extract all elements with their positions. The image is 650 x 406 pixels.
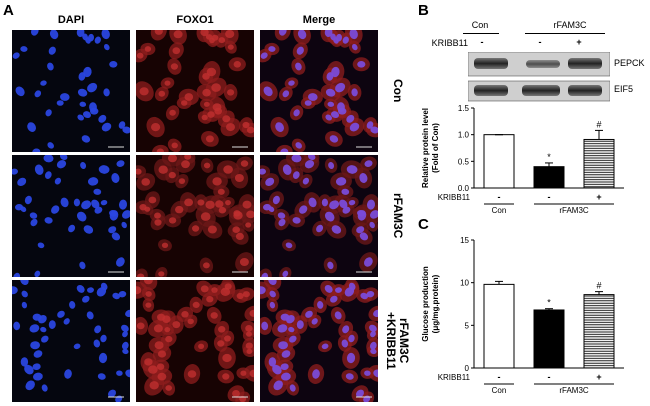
kribb11-mark: - xyxy=(548,372,551,382)
blot-group-con: Con xyxy=(471,20,489,30)
bar xyxy=(483,283,515,369)
group-label-rfam3c: rFAM3C xyxy=(559,206,589,215)
kribb11-mark: + xyxy=(596,372,601,382)
y-tick-label: 5 xyxy=(465,321,470,330)
kribb11-mark: - xyxy=(548,192,551,202)
micro-panel-dapi-con xyxy=(12,30,130,152)
group-label-con: Con xyxy=(492,206,507,215)
y-axis-label: (Fold of Con) xyxy=(431,123,440,173)
blot-eif5-band-2 xyxy=(522,85,560,96)
bar xyxy=(583,138,615,189)
panel-label-b: B xyxy=(418,2,429,19)
blot-kribb11-mark-3: + xyxy=(576,37,582,47)
bar xyxy=(533,309,565,369)
kribb11-mark: - xyxy=(498,192,501,202)
micro-panel-merge-con xyxy=(260,30,378,152)
blot-kribb11-label: KRIBB11 xyxy=(431,38,468,48)
y-tick-label: 0.0 xyxy=(458,184,470,193)
significance-mark: * xyxy=(547,298,551,308)
micro-panel-merge-kribb11 xyxy=(260,280,378,402)
micro-panel-foxo1-rfam3c xyxy=(136,155,254,277)
blot-eif5-band-1 xyxy=(474,85,508,96)
micro-panel-dapi-rfam3c xyxy=(12,155,130,277)
significance-mark: # xyxy=(596,119,601,129)
y-tick-label: 0.5 xyxy=(458,157,470,166)
blot-eif5-band-3 xyxy=(568,85,602,96)
group-label-rfam3c: rFAM3C xyxy=(559,386,589,395)
y-tick-label: 10 xyxy=(460,279,469,288)
column-title-dapi: DAPI xyxy=(57,14,85,26)
bar xyxy=(533,166,565,189)
y-tick-label: 15 xyxy=(460,236,469,245)
panel-label-a: A xyxy=(3,2,14,19)
row-label-rfam3c: rFAM3C xyxy=(391,193,405,239)
kribb11-mark: + xyxy=(596,192,601,202)
column-title-foxo1: FOXO1 xyxy=(176,14,214,26)
blot-kribb11-mark-1: - xyxy=(480,37,484,47)
row-label-rfam3c-kribb11: rFAM3C +KRIBB11 xyxy=(384,312,411,370)
column-title-merge: Merge xyxy=(302,14,336,26)
y-axis-label: Glucose production xyxy=(421,266,430,342)
chart-glucose-production: 0 5 10 15 Glucose production (μg/mg.protein) *… xyxy=(421,236,624,395)
kribb11-label: KRIBB11 xyxy=(438,373,471,382)
blot-band-label-eif5: EIF5 xyxy=(614,84,634,94)
micro-panel-merge-rfam3c xyxy=(260,155,378,277)
y-axis-label: (μg/mg.protein) xyxy=(431,274,440,333)
blot-kribb11-mark-2: - xyxy=(538,37,542,47)
blot-pepck-band-1 xyxy=(474,58,508,69)
y-tick-label: 0 xyxy=(465,364,470,373)
bar xyxy=(483,134,515,189)
significance-mark: * xyxy=(547,152,551,162)
panel-label-c: C xyxy=(418,216,429,233)
chart-protein-level: 0.0 0.5 1.0 1.5 Relative protein level (Fold … xyxy=(421,104,624,215)
blot-pepck-band-3 xyxy=(568,58,602,69)
micro-panel-dapi-kribb11 xyxy=(12,280,130,402)
micro-panel-foxo1-kribb11 xyxy=(136,280,254,402)
kribb11-mark: - xyxy=(498,372,501,382)
bar xyxy=(583,294,615,369)
y-axis-label: Relative protein level xyxy=(421,108,430,188)
y-tick-label: 1.0 xyxy=(458,131,470,140)
group-label-con: Con xyxy=(492,386,507,395)
blot-band-label-pepck: PEPCK xyxy=(614,58,645,68)
y-tick-label: 1.5 xyxy=(458,104,470,113)
blot-group-con-line xyxy=(463,33,499,34)
blot-group-rfam3c-line xyxy=(525,33,605,34)
blot-pepck-band-2 xyxy=(526,60,560,68)
micro-panel-foxo1-con xyxy=(136,30,254,152)
blot-group-rfam3c: rFAM3C xyxy=(553,20,587,30)
significance-mark: # xyxy=(596,281,601,291)
row-label-con: Con xyxy=(391,79,405,103)
western-blot-image xyxy=(468,52,610,102)
kribb11-label: KRIBB11 xyxy=(438,193,471,202)
